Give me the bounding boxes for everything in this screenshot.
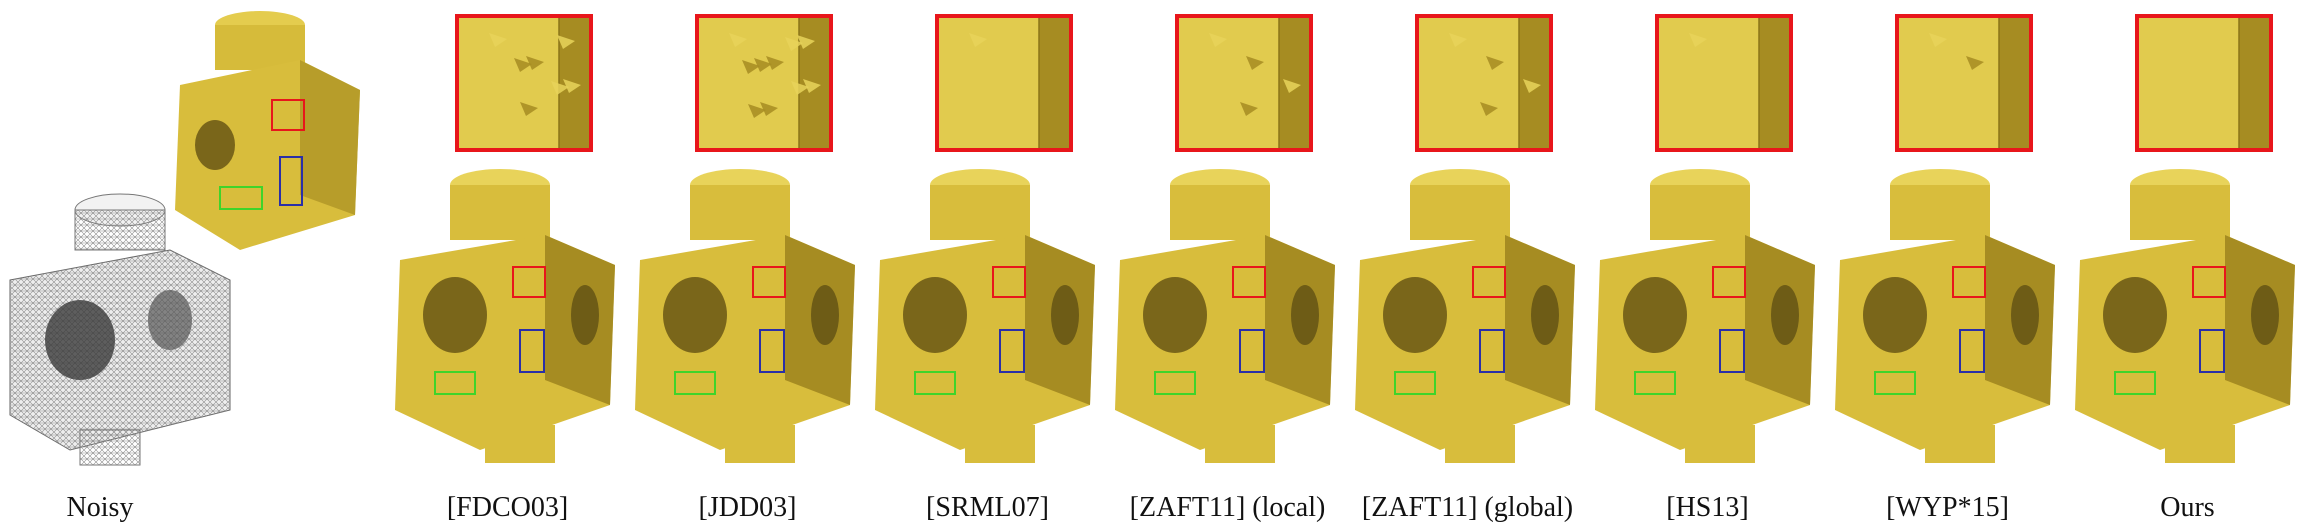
zoom-inset-srml07 [935,14,1073,152]
zoom-inset-wyp15 [1895,14,2033,152]
model-render [1355,169,1575,463]
zoom-inset-ours [2135,14,2273,152]
model-zaft11-global [1355,165,1580,465]
model-render [1115,169,1335,463]
model-render [1835,169,2055,463]
label-srml07: [SRML07] [926,492,1049,523]
model-hs13 [1595,165,1820,465]
panel-zaft11-global: [ZAFT11] (global) [1355,0,1580,528]
panel-jdd03: [JDD03] [635,0,860,528]
noisy-render [175,11,360,250]
label-hs13: [HS13] [1666,492,1749,523]
model-jdd03 [635,165,860,465]
label-ours: Ours [2160,492,2215,523]
zoom-render [699,18,829,148]
model-render [395,169,615,463]
label-zaft11-local: [ZAFT11] (local) [1129,492,1326,523]
zoom-inset-zaft11-local [1175,14,1313,152]
wireframe-render [9,193,231,466]
zoom-render [1179,18,1309,148]
label-jdd03: [JDD03] [698,492,797,523]
label-zaft11-global: [ZAFT11] (global) [1361,492,1574,523]
panel-noisy: Noisy [0,0,380,528]
model-zaft11-local [1115,165,1340,465]
zoom-render [2139,18,2269,148]
panel-zaft11-local: [ZAFT11] (local) [1115,0,1340,528]
panel-fdco03: [FDCO03] [395,0,620,528]
zoom-inset-zaft11-global [1415,14,1553,152]
model-render [635,169,855,463]
panel-wyp15: [WYP*15] [1835,0,2060,528]
label-wyp15: [WYP*15] [1886,492,2009,523]
label-fdco03: [FDCO03] [446,492,569,523]
model-fdco03 [395,165,620,465]
panel-srml07: [SRML07] [875,0,1100,528]
zoom-inset-hs13 [1655,14,1793,152]
model-srml07 [875,165,1100,465]
noisy-colored-model [160,5,360,255]
label-noisy: Noisy [66,492,134,523]
noisy-wireframe-model [0,180,240,470]
zoom-render [459,18,589,148]
panel-ours: Ours [2075,0,2300,528]
panel-hs13: [HS13] [1595,0,1820,528]
zoom-render [1419,18,1549,148]
zoom-render [939,18,1069,148]
zoom-inset-fdco03 [455,14,593,152]
model-render [2075,169,2295,463]
model-wyp15 [1835,165,2060,465]
model-render [1595,169,1815,463]
zoom-render [1659,18,1789,148]
model-render [875,169,1095,463]
model-ours [2075,165,2300,465]
zoom-render [1899,18,2029,148]
zoom-inset-jdd03 [695,14,833,152]
